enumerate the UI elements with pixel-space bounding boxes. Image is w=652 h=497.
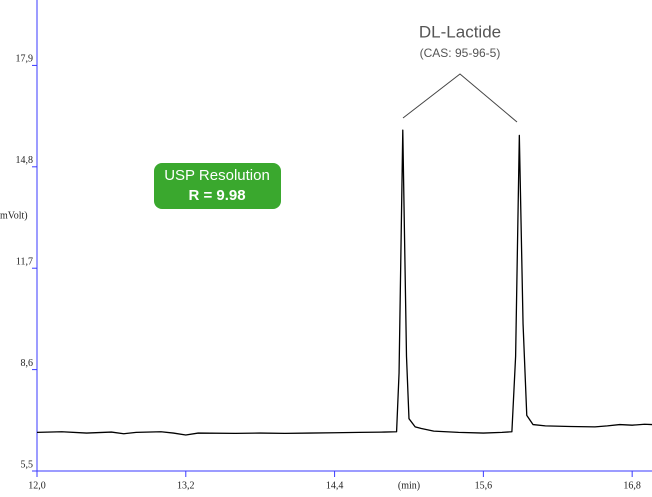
annotation-subtitle: (CAS: 95-96-5) [420, 46, 501, 60]
y-tick-label: 11,7 [16, 257, 33, 268]
y-tick-label: 17,9 [16, 54, 34, 65]
x-tick-label: 15,6 [475, 480, 493, 491]
x-tick-label: 12,0 [28, 480, 46, 491]
x-tick-label: 13,2 [177, 480, 195, 491]
badge-title: USP Resolution [164, 167, 270, 184]
y-tick-label: 8,6 [21, 358, 34, 369]
annotation-title: DL-Lactide [419, 22, 501, 41]
badge-value: R = 9.98 [188, 187, 245, 204]
annotation-arrows [402, 73, 518, 123]
x-tick-label: 16,8 [623, 480, 641, 491]
x-axis-label: (min) [398, 480, 420, 491]
y-tick-label: 14,8 [16, 155, 34, 166]
trace [36, 129, 652, 436]
badge [154, 163, 281, 209]
y-axis-label: mVolt) [0, 210, 28, 221]
y-tick-label: 5,5 [21, 459, 34, 470]
x-tick-label: 14,4 [326, 480, 344, 491]
